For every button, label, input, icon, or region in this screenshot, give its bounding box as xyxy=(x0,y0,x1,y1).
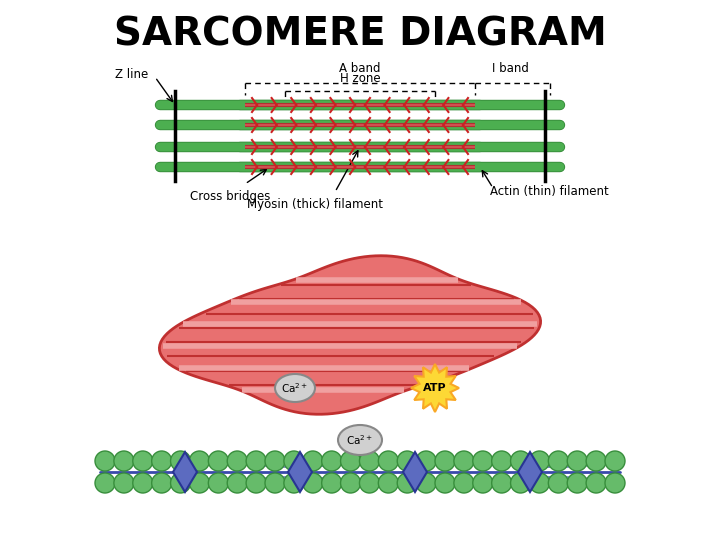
Text: H zone: H zone xyxy=(340,72,380,85)
Text: A band: A band xyxy=(339,62,381,75)
Circle shape xyxy=(208,451,228,471)
Circle shape xyxy=(510,473,531,493)
Circle shape xyxy=(132,473,153,493)
Circle shape xyxy=(228,473,247,493)
Polygon shape xyxy=(518,452,542,492)
Polygon shape xyxy=(159,256,541,414)
Circle shape xyxy=(510,451,531,471)
Ellipse shape xyxy=(275,374,315,402)
Circle shape xyxy=(341,451,361,471)
Circle shape xyxy=(529,473,549,493)
Circle shape xyxy=(397,451,417,471)
Circle shape xyxy=(529,451,549,471)
Circle shape xyxy=(246,451,266,471)
Ellipse shape xyxy=(338,425,382,455)
Circle shape xyxy=(171,451,191,471)
Circle shape xyxy=(246,473,266,493)
Circle shape xyxy=(152,451,171,471)
Circle shape xyxy=(416,473,436,493)
Circle shape xyxy=(416,451,436,471)
Circle shape xyxy=(208,473,228,493)
Circle shape xyxy=(228,451,247,471)
Circle shape xyxy=(322,473,342,493)
Text: Myosin (thick) filament: Myosin (thick) filament xyxy=(247,198,383,211)
Circle shape xyxy=(567,473,588,493)
Text: Ca$^{2+}$: Ca$^{2+}$ xyxy=(346,433,374,447)
Text: I band: I band xyxy=(492,62,528,75)
Circle shape xyxy=(359,473,379,493)
Circle shape xyxy=(322,451,342,471)
Circle shape xyxy=(605,451,625,471)
Polygon shape xyxy=(173,452,197,492)
Circle shape xyxy=(189,451,210,471)
Text: Actin (thin) filament: Actin (thin) filament xyxy=(490,186,608,199)
Circle shape xyxy=(114,451,134,471)
Text: Ca$^{2+}$: Ca$^{2+}$ xyxy=(282,381,309,395)
Circle shape xyxy=(265,473,285,493)
Polygon shape xyxy=(411,364,459,412)
Circle shape xyxy=(397,473,417,493)
Circle shape xyxy=(303,451,323,471)
Circle shape xyxy=(114,473,134,493)
Circle shape xyxy=(473,451,492,471)
Circle shape xyxy=(435,473,455,493)
Circle shape xyxy=(132,451,153,471)
Circle shape xyxy=(152,473,171,493)
Circle shape xyxy=(378,451,398,471)
Circle shape xyxy=(586,451,606,471)
Circle shape xyxy=(492,473,512,493)
Circle shape xyxy=(549,473,568,493)
Text: Z line: Z line xyxy=(114,69,148,82)
Circle shape xyxy=(567,451,588,471)
Circle shape xyxy=(435,451,455,471)
Circle shape xyxy=(95,451,115,471)
Text: Cross bridges: Cross bridges xyxy=(190,190,270,203)
Circle shape xyxy=(378,473,398,493)
Circle shape xyxy=(454,473,474,493)
Polygon shape xyxy=(403,452,427,492)
Circle shape xyxy=(586,473,606,493)
Circle shape xyxy=(492,451,512,471)
Circle shape xyxy=(284,451,304,471)
Circle shape xyxy=(341,473,361,493)
Circle shape xyxy=(473,473,492,493)
Circle shape xyxy=(549,451,568,471)
Circle shape xyxy=(303,473,323,493)
Circle shape xyxy=(454,451,474,471)
Circle shape xyxy=(171,473,191,493)
Circle shape xyxy=(95,473,115,493)
Circle shape xyxy=(359,451,379,471)
Circle shape xyxy=(284,473,304,493)
Circle shape xyxy=(605,473,625,493)
Circle shape xyxy=(189,473,210,493)
Polygon shape xyxy=(288,452,312,492)
Text: ATP: ATP xyxy=(423,383,447,393)
Circle shape xyxy=(265,451,285,471)
Text: SARCOMERE DIAGRAM: SARCOMERE DIAGRAM xyxy=(114,16,606,54)
